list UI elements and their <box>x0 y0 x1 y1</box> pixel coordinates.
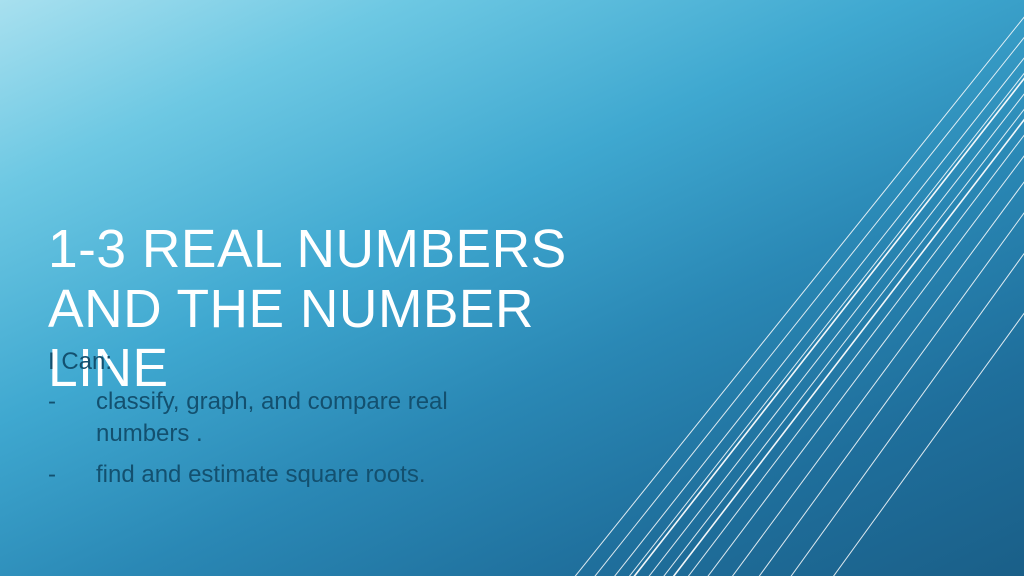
bullet-dash: - <box>48 459 96 491</box>
bullet-dash: - <box>48 386 96 451</box>
bullet-list: -classify, graph, and compare real numbe… <box>48 386 508 491</box>
body-block: I Can: -classify, graph, and compare rea… <box>48 348 508 499</box>
bullet-item: -classify, graph, and compare real numbe… <box>48 386 508 451</box>
slide: 1-3 REAL NUMBERS AND THE NUMBER LINE I C… <box>0 0 1024 576</box>
bullet-text: classify, graph, and compare real number… <box>96 386 508 451</box>
bullet-item: -find and estimate square roots. <box>48 459 508 491</box>
subtitle: I Can: <box>48 348 508 376</box>
bullet-text: find and estimate square roots. <box>96 459 508 491</box>
